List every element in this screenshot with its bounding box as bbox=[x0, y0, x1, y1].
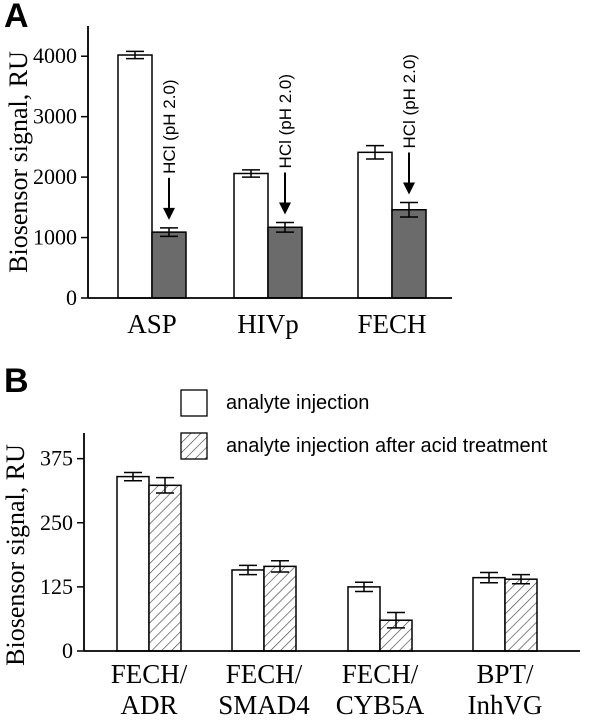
panel-b-axes bbox=[83, 433, 580, 652]
a-arrow-head bbox=[403, 182, 415, 195]
b-ytick-label: 0 bbox=[62, 638, 73, 663]
a-ytick-label: 0 bbox=[66, 285, 77, 310]
panel-b-legend: analyte injection analyte injection afte… bbox=[180, 389, 548, 460]
panel-a-y-axis-label: Biosensor signal, RU bbox=[4, 51, 33, 273]
panel-a-y-ticks: 0 1000 2000 3000 4000 bbox=[33, 43, 88, 310]
legend-label-after-acid: analyte injection after acid treatment bbox=[226, 435, 548, 457]
panel-b-y-axis-label: Biosensor signal, RU bbox=[1, 444, 30, 666]
a-annotation-label: HCl (pH 2.0) bbox=[160, 79, 179, 173]
a-annotation-label: HCl (pH 2.0) bbox=[276, 74, 295, 168]
a-arrow-head bbox=[163, 207, 175, 220]
panel-b-y-ticks: 0 125 250 375 bbox=[40, 446, 84, 663]
b-bar bbox=[263, 565, 297, 652]
b-bar bbox=[231, 569, 265, 652]
panel-a: A Biosensor signal, RU 0 1000 2000 3000 4000… bbox=[4, 0, 452, 339]
a-ytick-label: 1000 bbox=[33, 225, 77, 250]
a-ytick-label: 3000 bbox=[33, 104, 77, 129]
a-bar bbox=[267, 226, 303, 299]
panel-a-annotations: HCl (pH 2.0) HCl (pH 2.0) HCl (pH 2.0) bbox=[160, 54, 419, 220]
b-bar bbox=[504, 578, 538, 652]
panel-b: B Biosensor signal, RU analyte injection… bbox=[1, 362, 580, 720]
a-ytick-label: 2000 bbox=[33, 164, 77, 189]
a-bar bbox=[357, 151, 393, 299]
panel-a-axes bbox=[87, 26, 452, 299]
a-category-label: ASP bbox=[127, 309, 177, 339]
a-annotation-label: HCl (pH 2.0) bbox=[400, 54, 419, 148]
a-bar bbox=[233, 172, 269, 299]
legend-swatch-analyte-injection bbox=[180, 389, 208, 417]
a-ytick-label: 4000 bbox=[33, 43, 77, 68]
panel-a-bars bbox=[117, 50, 427, 299]
b-bar bbox=[148, 484, 182, 652]
a-arrow-head bbox=[279, 202, 291, 215]
b-category-label-line2: CYB5A bbox=[336, 690, 425, 720]
a-category-label: FECH bbox=[357, 309, 426, 339]
b-category-label-line1: FECH/ bbox=[226, 659, 303, 689]
legend-swatch-after-acid bbox=[180, 432, 208, 460]
a-bar bbox=[391, 209, 427, 299]
b-category-label-line2: ADR bbox=[120, 690, 177, 720]
legend-label-analyte-injection: analyte injection bbox=[226, 392, 369, 414]
b-bar bbox=[472, 576, 506, 652]
a-bar bbox=[117, 54, 153, 299]
b-category-label-line1: BPT/ bbox=[476, 659, 534, 689]
b-ytick-label: 125 bbox=[40, 574, 73, 599]
b-category-label-line2: InhVG bbox=[468, 690, 543, 720]
panel-a-letter: A bbox=[4, 0, 29, 35]
panel-b-letter: B bbox=[4, 362, 29, 400]
a-bar bbox=[151, 231, 187, 299]
b-category-label-line1: FECH/ bbox=[342, 659, 419, 689]
b-ytick-label: 375 bbox=[40, 446, 73, 471]
b-bar bbox=[116, 475, 150, 652]
panel-a-categories: ASP HIVp FECH bbox=[127, 309, 426, 339]
a-category-label: HIVp bbox=[237, 309, 299, 339]
b-category-label-line1: FECH/ bbox=[111, 659, 188, 689]
b-category-label-line2: SMAD4 bbox=[218, 690, 310, 720]
panel-b-bars bbox=[116, 471, 538, 652]
b-ytick-label: 250 bbox=[40, 510, 73, 535]
b-bar bbox=[347, 586, 381, 652]
